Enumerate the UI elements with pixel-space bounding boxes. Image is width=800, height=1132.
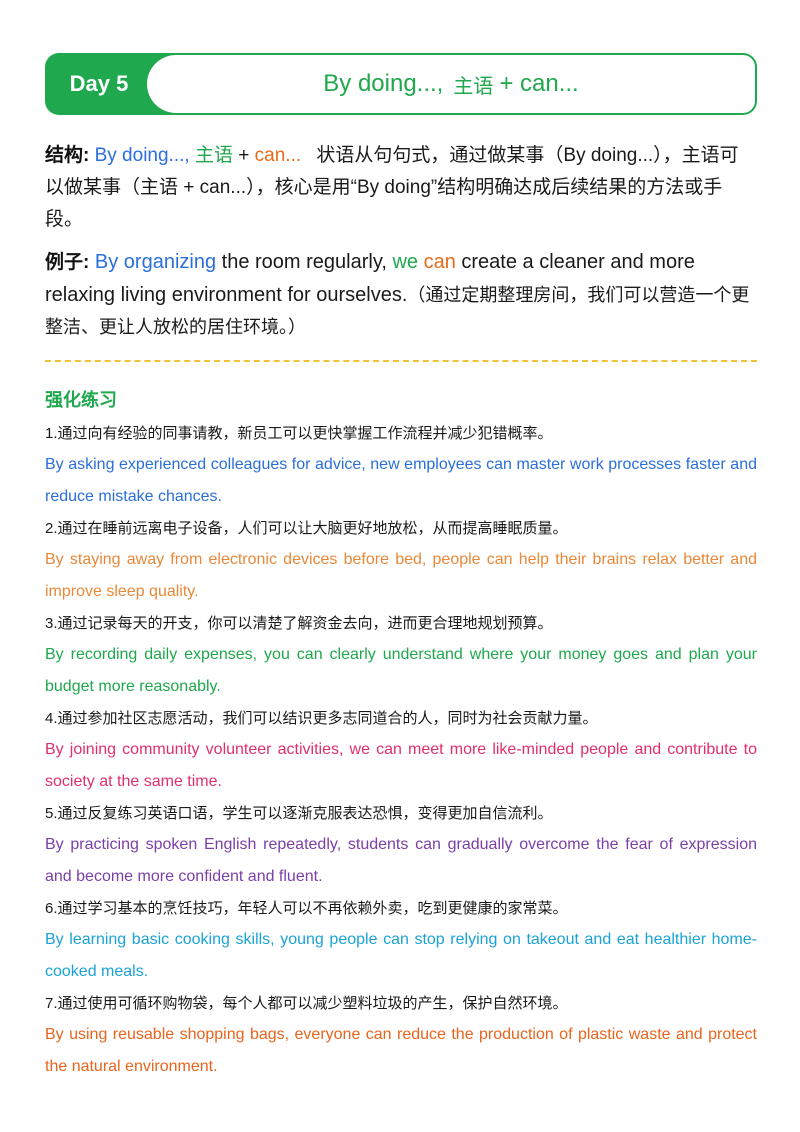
exercise-chinese: 7.通过使用可循环购物袋，每个人都可以减少塑料垃圾的产生，保护自然环境。: [45, 995, 568, 1012]
structure-can: can...: [254, 145, 302, 166]
example-can: can: [423, 251, 456, 273]
banner-title: By doing..., 主语 + can...: [147, 55, 755, 113]
exercise-english: By asking experienced colleagues for adv…: [45, 456, 757, 505]
exercise-chinese: 1.通过向有经验的同事请教，新员工可以更快掌握工作流程并减少犯错概率。: [45, 425, 553, 442]
example-by-organizing: By organizing: [94, 251, 217, 273]
structure-lead: 结构:: [45, 145, 90, 166]
title-by-doing: By doing...,: [323, 70, 444, 97]
example-text1: the room regularly,: [216, 251, 387, 273]
structure-subject: 主语: [194, 145, 233, 166]
practice-title: 强化练习: [45, 390, 117, 410]
exercise-english: By joining community volunteer activitie…: [45, 741, 757, 790]
title-can: + can...: [499, 70, 579, 97]
exercise-chinese: 4.通过参加社区志愿活动，我们可以结识更多志同道合的人，同时为社会贡献力量。: [45, 710, 598, 727]
day-label: Day 5: [69, 71, 129, 96]
exercise-english: By learning basic cooking skills, young …: [45, 931, 757, 980]
exercise-chinese: 5.通过反复练习英语口语，学生可以逐渐克服表达恐惧，变得更加自信流利。: [45, 805, 553, 822]
exercise-english: By staying away from electronic devices …: [45, 551, 757, 600]
title-subject: 主语: [453, 75, 494, 98]
exercise-english: By recording daily expenses, you can cle…: [45, 646, 757, 695]
example-translation: （通过定期整理房间，我们可以营造一个更整洁、更让人放松的居住环境。）: [45, 285, 750, 337]
structure-plus: +: [232, 145, 255, 166]
structure-description: 状语从句句式，通过做某事（By doing...），主语可以做某事（主语 + c…: [45, 145, 739, 230]
practice-list: 1.通过向有经验的同事请教，新员工可以更快掌握工作流程并减少犯错概率。 By as…: [45, 418, 757, 1083]
dashed-divider: [45, 360, 757, 362]
exercise-chinese: 3.通过记录每天的开支，你可以清楚了解资金去向，进而更合理地规划预算。: [45, 615, 553, 632]
example-paragraph: 例子: By organizing the room regularly, we…: [45, 246, 757, 343]
example-lead: 例子:: [45, 252, 90, 273]
day-banner: Day 5 By doing..., 主语 + can...: [45, 53, 757, 115]
example-text2: create a cleaner and more relaxing livin…: [45, 251, 695, 306]
example-we: we: [392, 251, 419, 273]
structure-paragraph: 结构: By doing..., 主语 + can... 状语从句句式，通过做某…: [45, 140, 757, 236]
exercise-chinese: 6.通过学习基本的烹饪技巧，年轻人可以不再依赖外卖，吃到更健康的家常菜。: [45, 900, 568, 917]
exercise-chinese: 2.通过在睡前远离电子设备，人们可以让大脑更好地放松，从而提高睡眠质量。: [45, 520, 568, 537]
structure-by-doing: By doing...,: [94, 145, 190, 166]
exercise-english: By using reusable shopping bags, everyon…: [45, 1026, 757, 1075]
exercise-english: By practicing spoken English repeatedly,…: [45, 836, 757, 885]
